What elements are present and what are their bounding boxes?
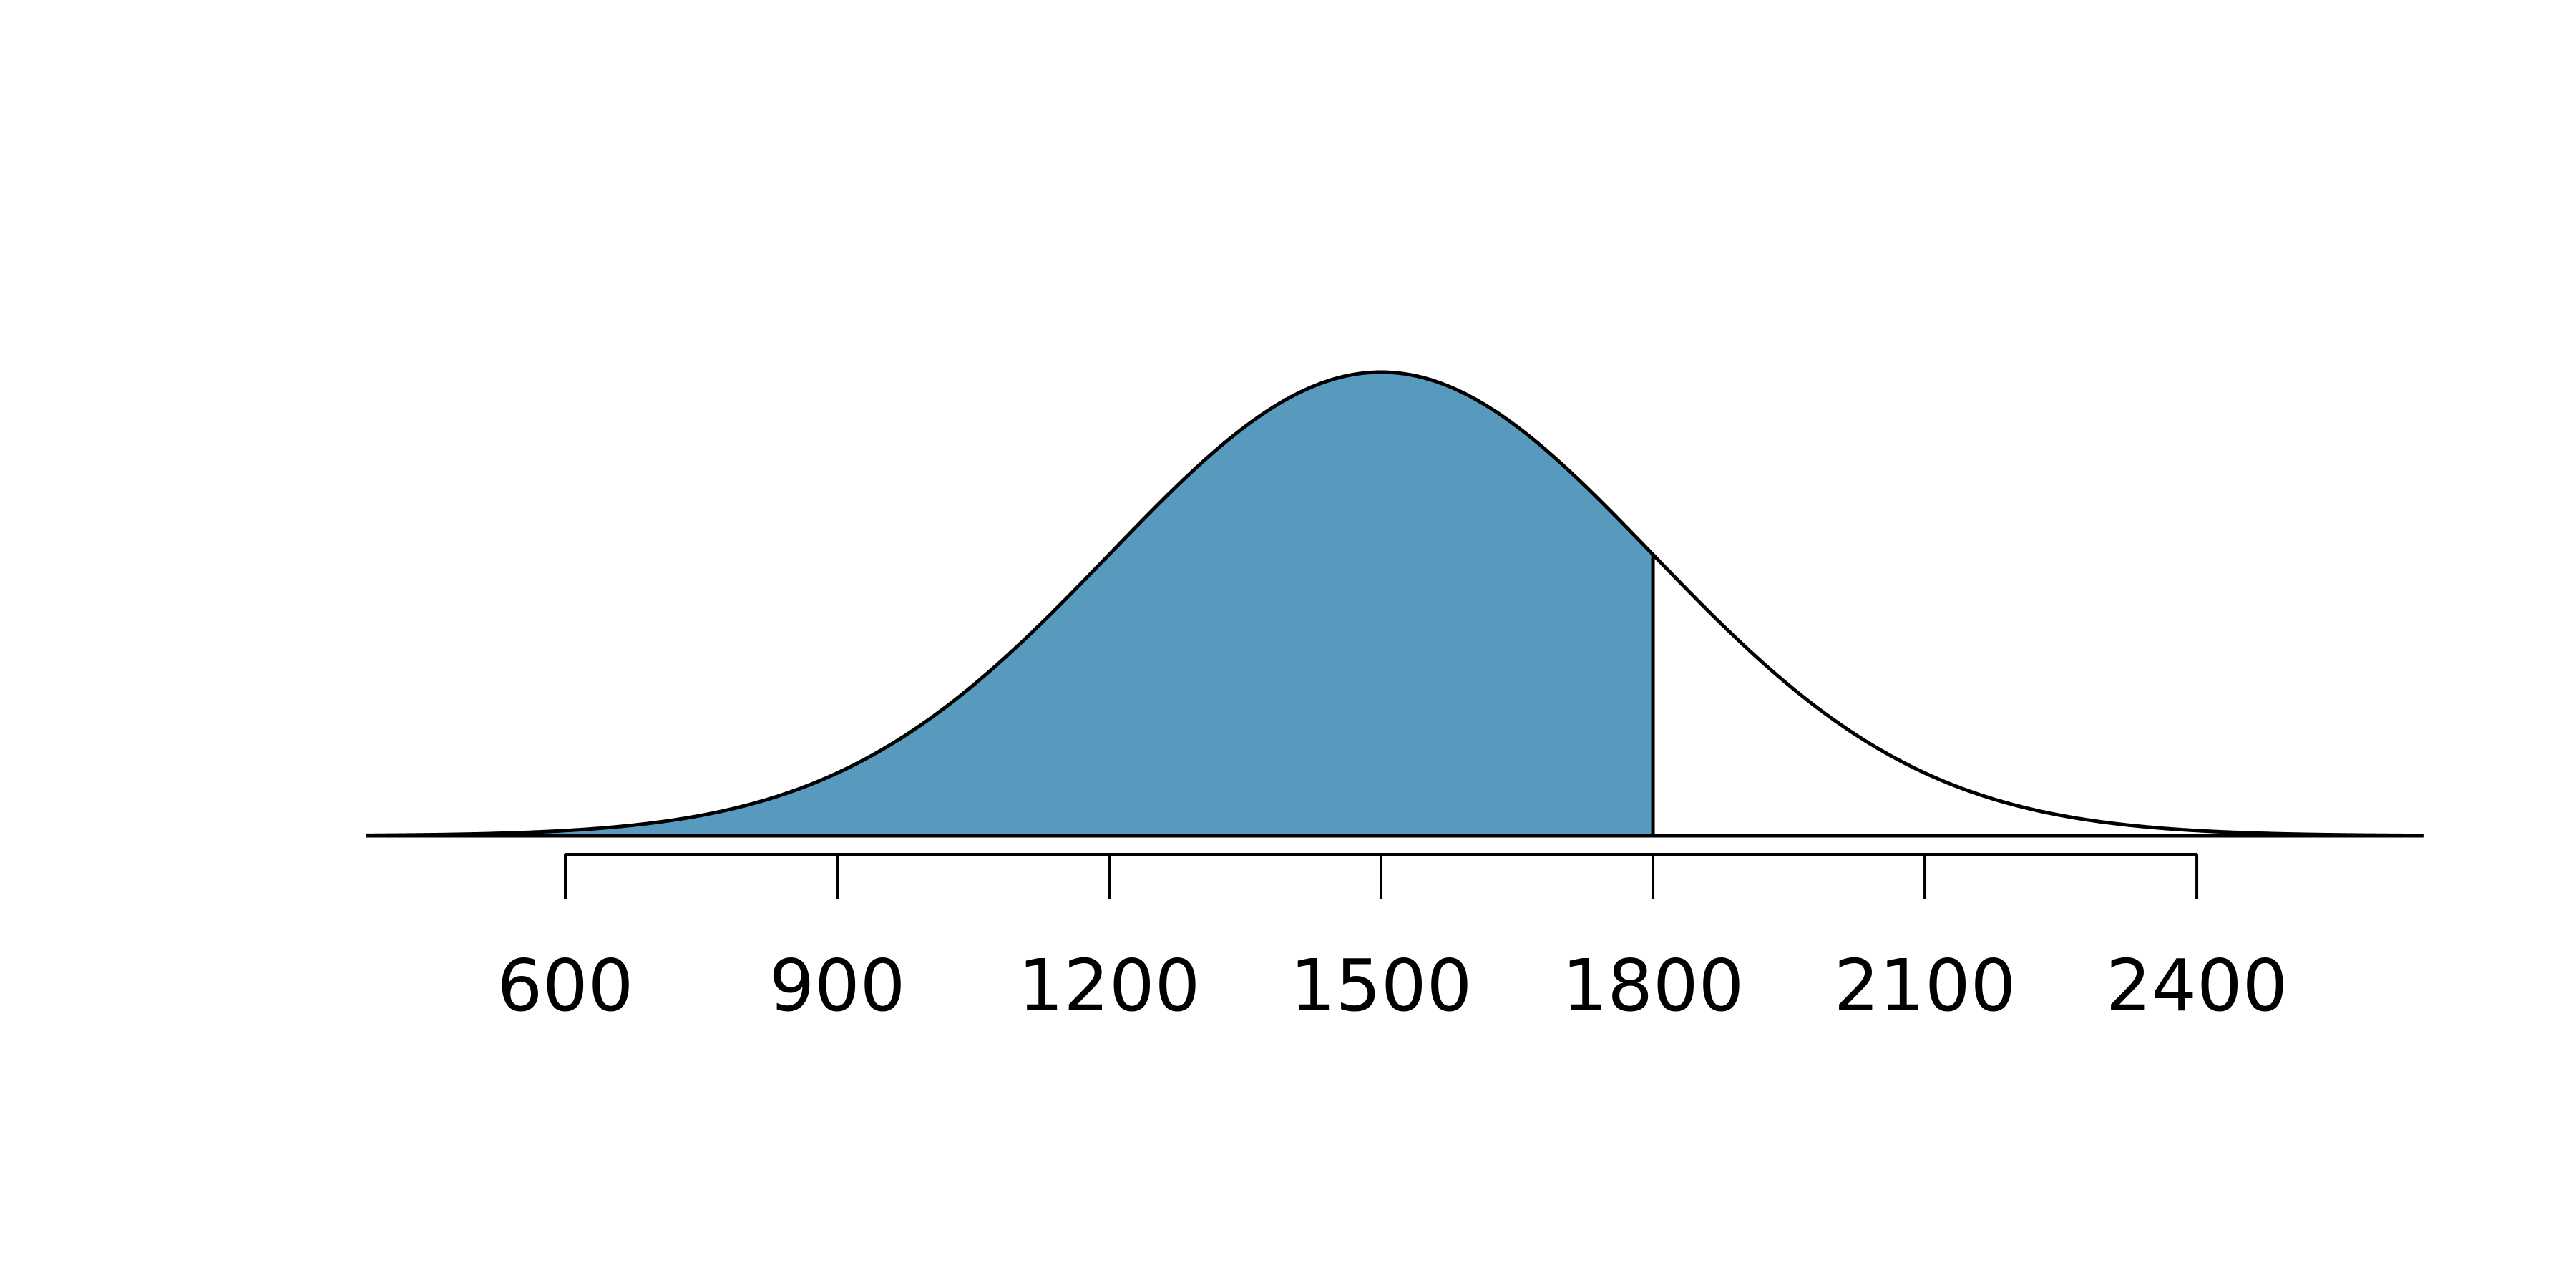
x-tick-label-900: 900 <box>769 944 906 1028</box>
x-tick-label-600: 600 <box>497 944 634 1028</box>
x-tick-label-2100: 2100 <box>1834 944 2016 1028</box>
x-tick-label-1200: 1200 <box>1018 944 1201 1028</box>
shaded-area-below-cutoff <box>366 372 1654 836</box>
x-tick-label-2400: 2400 <box>2106 944 2288 1028</box>
x-axis-ticks <box>564 854 2199 899</box>
density-curve <box>366 370 2424 838</box>
x-tick-label-1800: 1800 <box>1562 944 1745 1028</box>
x-tick-label-1500: 1500 <box>1290 944 1473 1028</box>
x-axis-tick-labels: 600 900 1200 1500 1800 2100 2400 <box>497 944 2288 1028</box>
